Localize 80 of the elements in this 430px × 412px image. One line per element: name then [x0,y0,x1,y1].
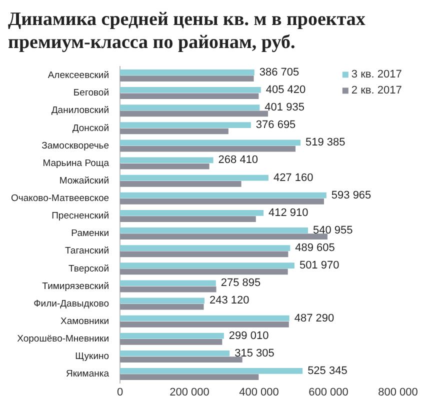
bar [120,76,254,82]
bar [120,122,251,128]
data-label: 540 955 [312,224,353,236]
bar [120,69,254,76]
bar [120,163,210,170]
bar [120,245,290,251]
bar [120,216,256,222]
bar [120,356,242,362]
bar [120,146,296,152]
bar [120,350,230,356]
x-tick-label: 200 000 [170,386,210,398]
bar [120,93,259,100]
data-label: 268 410 [218,154,258,166]
y-tick-label: Можайский [59,175,110,186]
data-label: 501 970 [299,260,340,272]
legend-label: 2 кв. 2017 [351,84,402,97]
data-label: 525 345 [308,364,348,377]
x-tick-label: 600 000 [308,386,348,398]
data-label: 376 695 [256,119,296,132]
data-label: 401 935 [264,102,304,114]
data-label: 386 705 [259,66,300,78]
data-label: 405 420 [266,84,306,96]
bar [120,210,264,216]
y-tick-label: Донской [72,122,110,134]
x-tick-label: 0 [116,386,124,398]
bar [120,321,289,328]
bar [120,298,205,304]
bar [120,157,214,164]
y-tick-label: Очаково-Матвеевское [11,193,110,204]
bar [120,332,224,339]
data-label: 315 305 [234,347,274,360]
bar [120,140,300,146]
x-tick-label: 800 000 [378,386,418,398]
bar [120,339,222,345]
bar [120,128,228,134]
bar [120,315,290,322]
bar [120,228,308,234]
chart-title: Динамика средней цены кв. м в проектах премиум-класса по районам, руб. [8,8,366,54]
bar [120,104,260,110]
data-label: 243 120 [210,294,250,307]
bar [120,234,328,240]
y-tick-label: Пресненский [52,210,110,222]
y-tick-label: Даниловский [51,105,110,116]
data-label: 593 965 [331,189,372,202]
bar [120,181,242,187]
y-tick-label: Тимирязевский [42,280,110,292]
bar [120,110,268,117]
y-tick-label: Хамовники [60,316,110,327]
bar [120,268,288,275]
data-label: 489 605 [295,242,335,254]
y-tick-label: Беговой [73,88,110,99]
bar [120,262,294,268]
data-label: 412 910 [268,206,308,219]
data-label: 519 385 [305,136,346,149]
bar [120,280,216,286]
bar [120,87,261,93]
bar [120,304,204,310]
y-tick-label: Фили-Давыдково [34,298,110,310]
bar [120,368,303,374]
y-tick-label: Алексеевский [48,70,110,82]
bar [120,174,268,181]
legend-label: 3 кв. 2017 [351,68,402,81]
bar [120,251,288,258]
data-label: 299 010 [228,330,269,342]
y-tick-label: Замоскворечье [42,140,110,152]
y-tick-label: Марьина Роща [42,158,110,169]
y-tick-label: Тверской [68,263,110,274]
data-label: 275 895 [220,277,261,290]
data-label: 427 160 [273,172,314,184]
bar [120,374,259,380]
y-tick-label: Раменки [71,228,110,240]
data-label: 487 290 [294,312,334,324]
bar [120,286,216,292]
y-tick-label: Якиманка [66,368,110,380]
x-tick-label: 400 000 [239,386,279,398]
bar [120,192,326,198]
y-tick-label: Хорошёво-Мневники [17,334,110,345]
y-tick-label: Щукино [75,351,110,362]
bar [120,198,324,204]
y-tick-label: Таганский [65,246,110,257]
